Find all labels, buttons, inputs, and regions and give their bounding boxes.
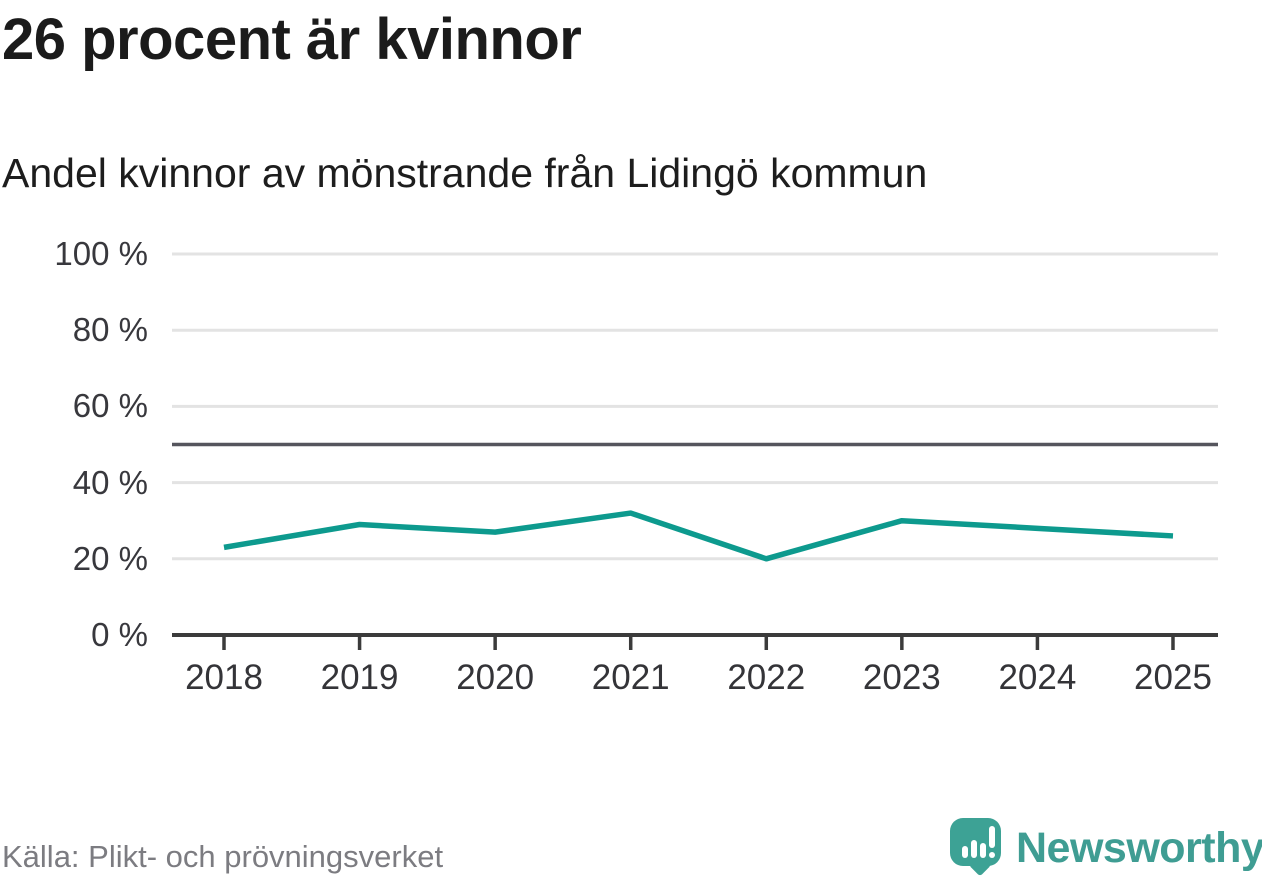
logo-barchart-icon	[980, 843, 986, 858]
chart-title: 26 procent är kvinnor	[2, 7, 582, 72]
y-axis-label: 100 %	[54, 235, 148, 272]
logo-exclamation-icon	[988, 852, 995, 858]
logo-barchart-icon	[971, 840, 977, 858]
x-axis-label: 2022	[727, 658, 806, 697]
x-axis-label: 2025	[1134, 658, 1212, 697]
source-note: Källa: Plikt- och prövningsverket	[2, 839, 444, 874]
x-axis-label: 2020	[456, 658, 535, 697]
data-line	[223, 510, 1174, 562]
newsworthy-logo: Newsworthy	[950, 818, 1262, 878]
newsworthy-logo-icon	[950, 818, 1002, 877]
x-axis-label: 2018	[185, 658, 263, 697]
y-axis-label: 80 %	[72, 311, 148, 349]
y-axis-label: 40 %	[72, 463, 148, 501]
y-axis-label: 0 %	[91, 616, 148, 653]
x-axis-label: 2019	[320, 658, 399, 697]
newsworthy-wordmark: Newsworthy	[1016, 824, 1262, 872]
y-axis-label: 60 %	[72, 387, 148, 425]
chart-subtitle: Andel kvinnor av mönstrande från Lidingö…	[2, 150, 928, 196]
x-axis-label: 2024	[998, 658, 1077, 697]
x-axis-label: 2021	[591, 658, 670, 697]
y-axis-label: 20 %	[72, 539, 148, 577]
logo-exclamation-icon	[988, 826, 995, 848]
logo-barchart-icon	[962, 846, 968, 858]
x-axis-label: 2023	[862, 658, 941, 697]
